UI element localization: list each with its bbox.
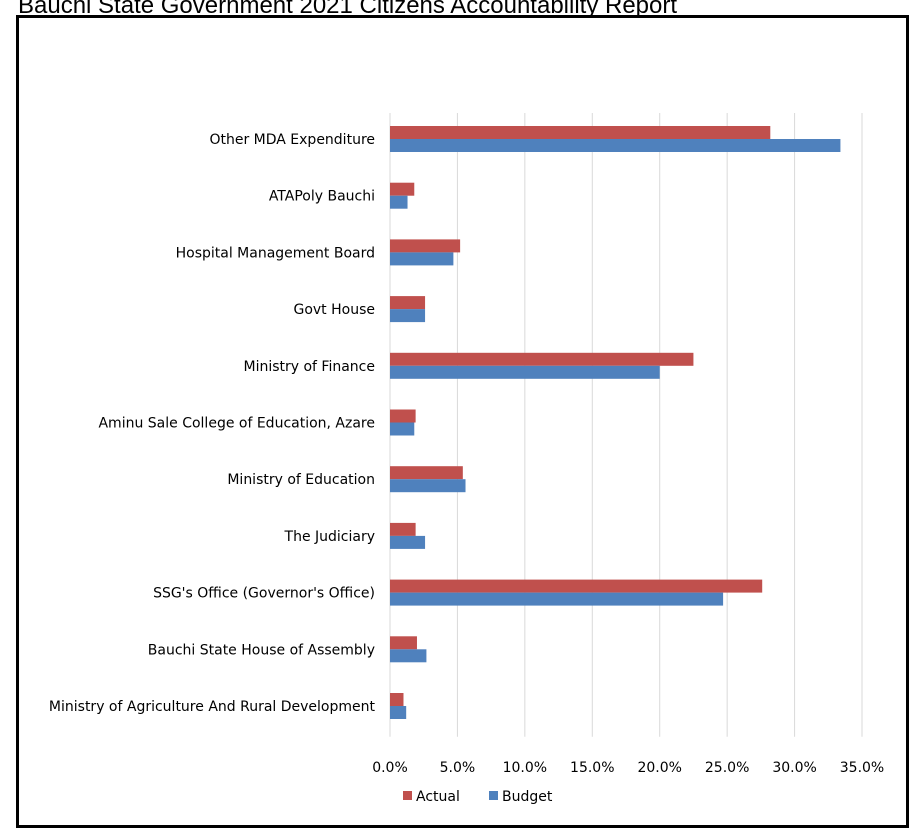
bar-budget — [390, 309, 426, 323]
gridlines — [389, 113, 863, 737]
bar-budget — [390, 195, 408, 209]
bar-actual — [390, 579, 763, 593]
bar-actual — [390, 239, 461, 253]
category-label: The Judiciary — [284, 529, 375, 545]
legend-label-actual: Actual — [416, 789, 460, 805]
category-label: Aminu Sale College of Education, Azare — [98, 416, 375, 432]
category-label: Bauchi State House of Assembly — [148, 642, 375, 658]
x-tick-label: 35.0% — [840, 760, 884, 776]
bar-actual — [390, 636, 417, 650]
bar-budget — [390, 139, 841, 152]
category-label: SSG's Office (Governor's Office) — [153, 586, 375, 602]
x-tick-label: 10.0% — [503, 760, 547, 776]
category-label: Ministry of Agriculture And Rural Develo… — [49, 699, 376, 715]
legend: Actual Budget — [403, 789, 553, 805]
x-tick-label: 0.0% — [372, 760, 408, 776]
bar-actual — [390, 352, 694, 366]
category-label: ATAPoly Bauchi — [269, 189, 375, 205]
bar-actual — [390, 182, 415, 196]
category-label: Ministry of Education — [227, 472, 375, 488]
bar-budget — [390, 479, 466, 493]
x-tick-label: 20.0% — [637, 760, 681, 776]
category-labels: Other MDA Expenditure ATAPoly Bauchi Hospi… — [49, 132, 376, 715]
legend-label-budget: Budget — [502, 789, 553, 805]
legend-swatch-budget — [489, 791, 498, 800]
bar-budget — [390, 422, 415, 436]
x-tick-label: 5.0% — [440, 760, 476, 776]
category-label: Govt House — [293, 302, 375, 318]
bar-actual — [390, 126, 771, 139]
page-title: Bauchi State Government 2021 Citizens Ac… — [18, 0, 678, 19]
bar-actual — [390, 409, 416, 423]
x-axis-ticks: 0.0% 5.0% 10.0% 15.0% 20.0% 25.0% 30.0% 35.0% — [372, 760, 884, 776]
bar-actual — [390, 522, 416, 536]
bar-budget — [390, 706, 407, 719]
category-label: Ministry of Finance — [243, 359, 375, 375]
bar-budget — [390, 592, 724, 606]
bars — [390, 126, 841, 719]
legend-swatch-actual — [403, 791, 412, 800]
bar-budget — [390, 365, 660, 379]
x-tick-label: 30.0% — [772, 760, 816, 776]
bar-actual — [390, 466, 463, 480]
x-tick-label: 15.0% — [570, 760, 614, 776]
bar-budget — [390, 252, 454, 266]
category-label: Hospital Management Board — [176, 245, 375, 261]
bar-actual — [390, 693, 404, 706]
bar-budget — [390, 649, 427, 663]
x-tick-label: 25.0% — [705, 760, 749, 776]
category-label: Other MDA Expenditure — [209, 132, 375, 148]
bar-actual — [390, 296, 426, 310]
bar-budget — [390, 535, 426, 549]
